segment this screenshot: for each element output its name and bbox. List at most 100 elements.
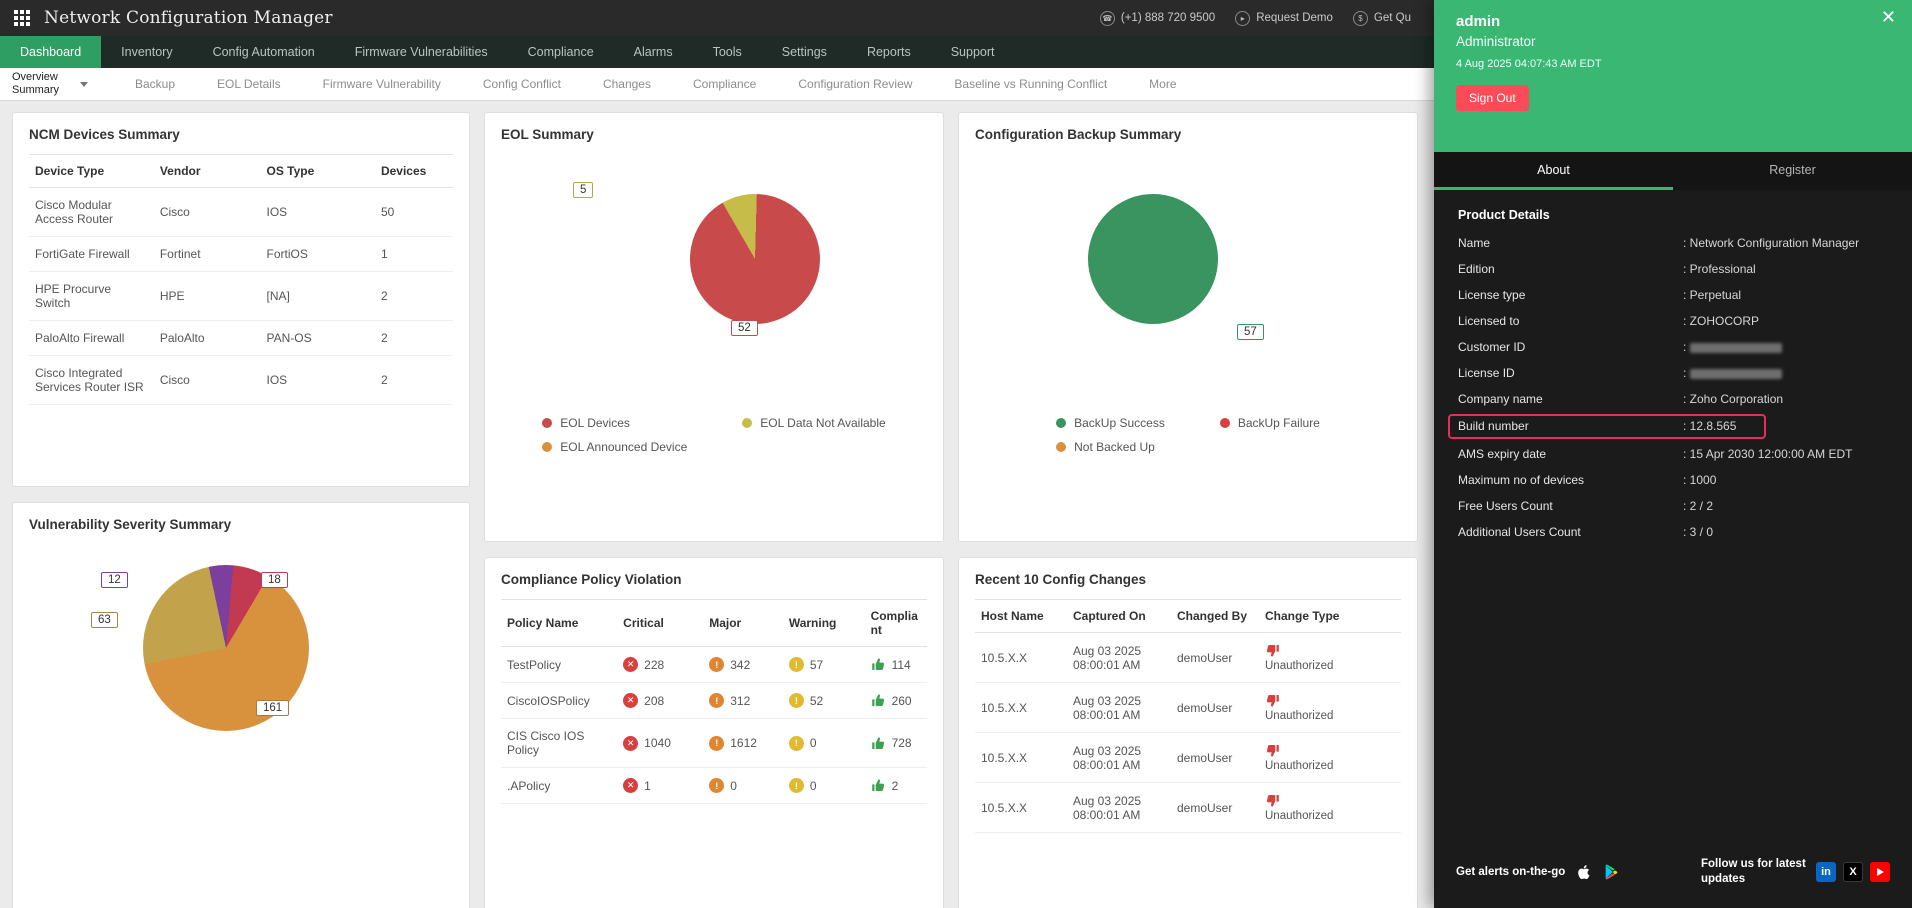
subnav-item-changes[interactable]: Changes: [602, 77, 651, 91]
section-title: Product Details: [1458, 208, 1550, 222]
close-icon[interactable]: ✕: [1880, 7, 1896, 27]
tab-register[interactable]: Register: [1769, 162, 1816, 177]
eol-pie[interactable]: [690, 194, 820, 324]
subnav-item-firmware-vulnerability[interactable]: Firmware Vulnerability: [322, 77, 441, 91]
table-cell: Fortinet: [153, 236, 261, 272]
ncm-devices-summary-card: NCM Devices Summary Device Type Vendor OS …: [12, 112, 470, 487]
stat: ! 312: [709, 693, 777, 708]
legend-dot: [1056, 418, 1067, 428]
sign-out-button[interactable]: Sign Out: [1456, 85, 1529, 111]
stat-value: 342: [730, 657, 751, 672]
stat-cell: 2: [864, 767, 927, 804]
nav-item-config-automation[interactable]: Config Automation: [212, 45, 315, 59]
table-cell: IOS: [260, 187, 375, 237]
product-detail-row-maximum-no-of-devices: Maximum no of devices : 1000: [1458, 474, 1888, 487]
login-time: 4 Aug 2025 04:07:43 AM EDT: [1456, 58, 1602, 70]
nav-item-support[interactable]: Support: [950, 45, 995, 59]
nav-item-compliance[interactable]: Compliance: [527, 45, 594, 59]
detail-label: AMS expiry date: [1458, 447, 1547, 461]
table-cell: [NA]: [260, 271, 375, 321]
subnav-item-baseline-vs-running-conflict[interactable]: Baseline vs Running Conflict: [954, 77, 1108, 91]
legend-item-backup-success[interactable]: BackUp Success: [1056, 416, 1165, 430]
detail-value: : 1000: [1683, 473, 1717, 487]
backup-pie[interactable]: [1088, 194, 1218, 324]
change-type-label: Unauthorized: [1265, 760, 1334, 772]
table-row: FortiGate Firewall Fortinet FortiOS 1: [29, 236, 453, 272]
app-launcher-icon[interactable]: [14, 10, 30, 26]
nav-item-alarms[interactable]: Alarms: [633, 45, 673, 59]
detail-label: Edition: [1458, 262, 1495, 276]
subnav-item-config-conflict[interactable]: Config Conflict: [482, 77, 561, 91]
nav-item-firmware-vulnerabilities[interactable]: Firmware Vulnerabilities: [354, 45, 488, 59]
nav-item-inventory[interactable]: Inventory: [121, 45, 173, 59]
detail-label: Build number: [1458, 419, 1529, 433]
product-detail-row-license-id: License ID:: [1458, 367, 1888, 380]
detail-value: : 3 / 0: [1683, 525, 1714, 539]
pie-value-label: 63: [91, 612, 118, 628]
table-cell: demoUser: [1171, 732, 1259, 783]
legend-label: EOL Data Not Available: [760, 416, 886, 430]
panel-footer: Get alerts on-the-go Follow us for lates…: [1434, 836, 1912, 908]
stat: ! 0: [709, 778, 777, 793]
subnav-item-configuration-review[interactable]: Configuration Review: [798, 77, 913, 91]
subnav-item-overview-summary[interactable]: Overview Summary: [12, 71, 88, 97]
product-detail-row-ams-expiry-date: AMS expiry date: 15 Apr 2030 12:00:00 AM…: [1458, 448, 1888, 461]
column-header-changed-by: Changed By: [1171, 599, 1259, 633]
subnav-item-backup[interactable]: Backup: [135, 77, 176, 91]
legend-dot: [1219, 418, 1230, 428]
table-row: 10.5.X.X Aug 03 2025 08:00:01 AM demoUser U…: [975, 782, 1401, 833]
request-demo-link[interactable]: ▸ Request Demo: [1235, 10, 1333, 26]
detail-label: Maximum no of devices: [1458, 473, 1585, 487]
detail-value: : ZOHOCORP: [1683, 314, 1760, 328]
stat-cell: ✕ 1040: [617, 718, 704, 768]
panel-tabs: About Register: [1434, 152, 1912, 190]
legend-item-not-backed-up[interactable]: Not Backed Up: [1056, 440, 1165, 454]
nav-item-reports[interactable]: Reports: [866, 45, 911, 59]
stat-cell: ! 342: [703, 646, 783, 683]
legend-item-eol-announced-device[interactable]: EOL Announced Device: [542, 440, 687, 454]
legend-label: Not Backed Up: [1074, 440, 1155, 454]
thumbs-down-icon: [1265, 693, 1395, 708]
change-type-cell: Unauthorized: [1259, 782, 1401, 833]
major-icon: !: [709, 735, 725, 751]
nav-item-dashboard[interactable]: Dashboard: [0, 36, 102, 68]
critical-icon: ✕: [623, 693, 639, 708]
table-cell: 2: [374, 271, 453, 321]
product-detail-row-name: Name: Network Configuration Manager: [1458, 237, 1888, 250]
subnav-item-eol-details[interactable]: EOL Details: [217, 77, 281, 91]
get-quote-link[interactable]: $ Get Qu: [1352, 10, 1411, 26]
redacted-value: [1689, 368, 1782, 379]
stat-value: 728: [891, 736, 912, 750]
change-type-label: Unauthorized: [1265, 710, 1334, 722]
subnav-item-more[interactable]: More: [1149, 77, 1177, 91]
youtube-icon[interactable]: [1870, 862, 1890, 882]
table-cell: 10.5.X.X: [975, 782, 1067, 833]
major-icon: !: [709, 657, 725, 672]
nav-item-tools[interactable]: Tools: [712, 45, 742, 59]
legend-item-eol-data-not-available[interactable]: EOL Data Not Available: [742, 416, 886, 430]
detail-value: : 12.8.565: [1683, 419, 1737, 433]
detail-value: : Network Configuration Manager: [1683, 236, 1860, 250]
table-cell: 2: [374, 355, 453, 405]
legend-item-eol-devices[interactable]: EOL Devices: [542, 416, 687, 430]
phone-link[interactable]: ☎ (+1) 888 720 9500: [1099, 10, 1215, 26]
thumbs-up-icon: [871, 657, 886, 672]
nav-item-settings[interactable]: Settings: [781, 45, 827, 59]
linkedin-icon[interactable]: in: [1816, 862, 1836, 882]
google-play-icon[interactable]: [1603, 864, 1619, 880]
stat-value: 260: [891, 693, 912, 708]
thumbs-up-icon: [871, 778, 886, 793]
apple-store-icon[interactable]: [1575, 863, 1593, 881]
detail-value: : Zoho Corporation: [1683, 392, 1784, 406]
follow-text: Follow us for latest updates: [1701, 858, 1806, 885]
subnav-item-compliance[interactable]: Compliance: [692, 77, 757, 91]
tab-about[interactable]: About: [1434, 152, 1673, 190]
table-cell: PaloAlto: [153, 320, 261, 356]
stat-value: 114: [891, 657, 911, 672]
table-row: 10.5.X.X Aug 03 2025 08:00:01 AM demoUser U…: [975, 682, 1401, 733]
vulnerability-severity-card: Vulnerability Severity Summary 12 18 63 161: [12, 502, 470, 908]
legend-item-backup-failure[interactable]: BackUp Failure: [1219, 416, 1320, 430]
stat-value: 1612: [730, 736, 757, 750]
table-cell: demoUser: [1171, 632, 1259, 683]
x-icon[interactable]: X: [1843, 862, 1863, 882]
